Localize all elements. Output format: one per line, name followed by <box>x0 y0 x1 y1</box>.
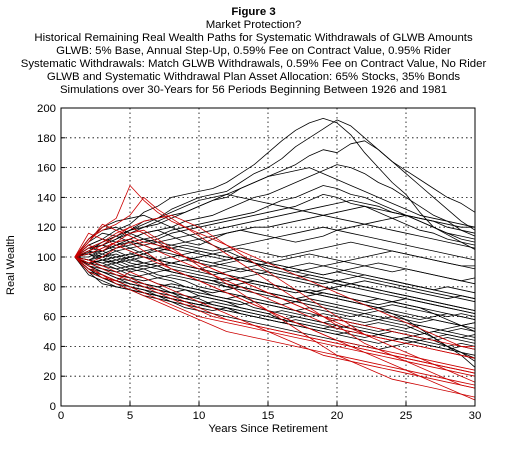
wealth-path-black <box>74 140 476 258</box>
y-tick-label: 80 <box>43 282 56 294</box>
y-axis-label: Real Wealth <box>5 235 17 295</box>
wealth-path-black <box>74 244 476 368</box>
wealth-path-red <box>74 196 476 389</box>
x-tick-label: 25 <box>400 410 413 422</box>
y-tick-label: 60 <box>43 312 56 324</box>
subtitle-line: Market Protection? <box>205 19 302 31</box>
y-tick-label: 160 <box>37 163 56 175</box>
x-tick-label: 20 <box>331 410 344 422</box>
y-tick-label: 180 <box>37 133 56 145</box>
wealth-path-black <box>74 253 476 300</box>
x-tick-label: 15 <box>262 410 275 422</box>
y-tick-label: 0 <box>50 401 56 413</box>
y-tick-label: 100 <box>37 252 56 264</box>
title-block: Figure 3 Market Protection? Historical R… <box>0 6 507 97</box>
subtitle-line: GLWB: 5% Base, Annual Step-Up, 0.59% Fee… <box>56 45 451 57</box>
series-layer <box>74 118 476 401</box>
x-tick-label: 0 <box>58 410 64 422</box>
subtitle-line: Systematic Withdrawals: Match GLWB Withd… <box>20 58 487 70</box>
wealth-path-black <box>74 193 476 261</box>
y-tick-label: 200 <box>37 103 56 115</box>
wealth-path-black <box>74 226 476 311</box>
wealth-path-black <box>74 185 476 258</box>
wealth-path-black <box>74 256 476 320</box>
wealth-path-red <box>74 256 476 377</box>
y-tick-label: 120 <box>37 222 56 234</box>
wealth-path-black <box>74 238 476 303</box>
subtitle-line: Simulations over 30-Years for 56 Periods… <box>59 84 448 96</box>
wealth-path-red <box>74 185 475 347</box>
wealth-path-black <box>74 205 476 264</box>
chart-title: Figure 3 <box>231 6 276 18</box>
wealth-path-red <box>74 256 476 374</box>
wealth-path-black <box>74 253 476 356</box>
wealth-path-black <box>74 193 476 258</box>
wealth-path-red <box>74 256 476 386</box>
wealth-path-red <box>74 256 476 389</box>
wealth-path-red <box>74 238 476 359</box>
wealth-path-black <box>74 214 476 314</box>
wealth-path-red <box>74 229 476 398</box>
wealth-path-black <box>74 244 476 338</box>
wealth-path-black <box>74 214 476 258</box>
subtitle-line: GLWB and Systematic Withdrawal Plan Asse… <box>46 71 461 83</box>
subtitle-line: Historical Remaining Real Wealth Paths f… <box>34 32 473 44</box>
axis-ticks: 0 5 10 15 20 25 30 0 20 40 60 80 100 120 140 160 180 200 <box>37 103 481 422</box>
wealth-path-red <box>74 232 476 371</box>
x-tick-label: 30 <box>469 410 482 422</box>
wealth-path-black <box>74 238 476 359</box>
wealth-path-red <box>74 214 476 383</box>
x-tick-label: 10 <box>193 410 206 422</box>
y-tick-label: 20 <box>43 371 56 383</box>
x-axis-label: Years Since Retirement <box>208 423 328 435</box>
wealth-path-black <box>74 256 476 344</box>
y-tick-label: 140 <box>37 192 56 204</box>
wealth-path-black <box>74 247 476 285</box>
x-tick-label: 5 <box>127 410 133 422</box>
wealth-path-black <box>74 118 476 258</box>
wealth-path-black <box>74 256 476 300</box>
wealth-path-black <box>74 167 476 258</box>
wealth-path-red <box>74 223 476 350</box>
wealth-path-black <box>74 119 476 258</box>
y-tick-label: 40 <box>43 341 56 353</box>
